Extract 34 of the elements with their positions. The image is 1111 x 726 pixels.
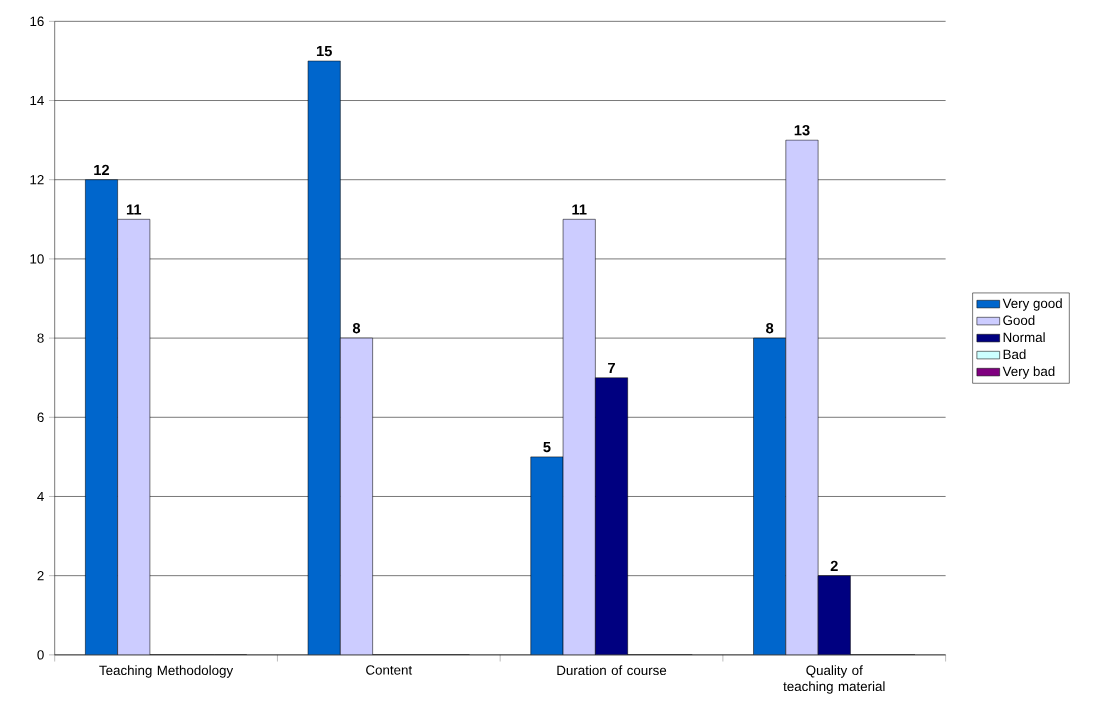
- x-tick-label: Duration of course: [557, 665, 667, 676]
- bar: [753, 338, 787, 656]
- bar: [817, 575, 851, 656]
- legend-label: Good: [1003, 315, 1035, 326]
- data-label: 15: [316, 46, 332, 57]
- y-tick-label: 14: [30, 96, 44, 106]
- data-label: 8: [766, 323, 774, 334]
- y-tick-label: 2: [37, 571, 44, 581]
- y-tick-label: 6: [37, 412, 44, 423]
- y-tick-label: 16: [30, 16, 44, 27]
- legend-label: Bad: [1003, 349, 1026, 360]
- bar: [85, 179, 118, 656]
- data-label: 11: [126, 204, 142, 215]
- x-tick-label: Quality of teaching material: [783, 665, 885, 694]
- bar: [595, 377, 628, 656]
- legend-label: Very good: [1002, 298, 1062, 311]
- data-label: 13: [794, 125, 810, 136]
- bar: [530, 456, 564, 656]
- data-label: 12: [94, 164, 110, 176]
- data-label: 2: [830, 560, 838, 572]
- data-label: 7: [608, 363, 615, 374]
- data-label: 11: [572, 204, 587, 215]
- y-tick-label: 4: [37, 492, 44, 502]
- y-tick-label: 12: [30, 175, 44, 185]
- legend-label: Normal: [1003, 332, 1045, 343]
- data-label: 5: [543, 442, 551, 453]
- x-tick-label: Teaching Methodology: [99, 665, 234, 678]
- bar: [307, 60, 341, 656]
- y-tick-label: 0: [37, 650, 44, 660]
- y-tick-label: 10: [30, 254, 44, 264]
- data-label: 8: [352, 323, 361, 334]
- y-tick-label: 8: [37, 333, 44, 344]
- x-tick-label: Content: [366, 665, 413, 675]
- legend-label: Very bad: [1002, 366, 1055, 379]
